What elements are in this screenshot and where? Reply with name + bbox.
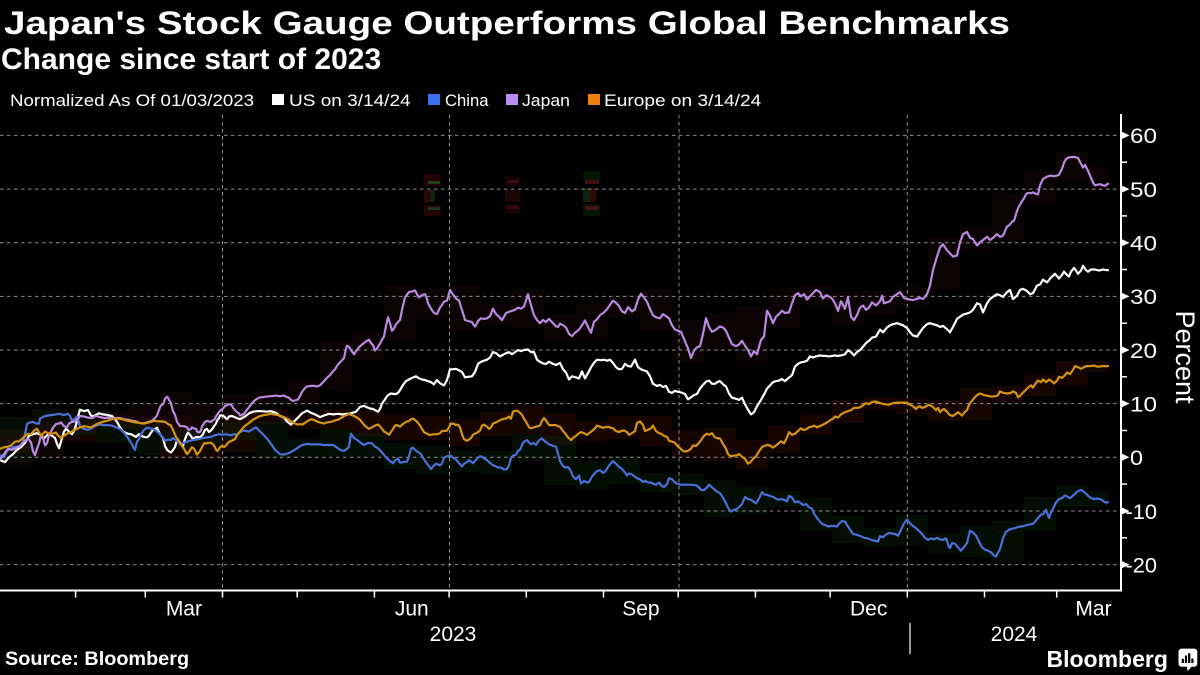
- svg-text:Sep: Sep: [622, 598, 659, 621]
- svg-text:-10: -10: [1126, 501, 1158, 524]
- svg-text:Mar: Mar: [1075, 598, 1111, 621]
- svg-text:Jun: Jun: [395, 598, 429, 621]
- svg-text:0: 0: [1130, 447, 1143, 470]
- svg-text:2023: 2023: [430, 623, 477, 646]
- svg-text:60: 60: [1130, 125, 1157, 148]
- svg-text:2024: 2024: [991, 623, 1038, 646]
- svg-text:Percent: Percent: [1170, 310, 1200, 404]
- svg-text:-20: -20: [1126, 554, 1158, 577]
- svg-text:30: 30: [1130, 286, 1157, 309]
- svg-text:40: 40: [1130, 233, 1157, 256]
- svg-text:10: 10: [1130, 393, 1157, 416]
- svg-text:Dec: Dec: [850, 598, 887, 621]
- svg-text:20: 20: [1130, 340, 1157, 363]
- svg-text:Mar: Mar: [166, 598, 202, 621]
- svg-text:50: 50: [1130, 179, 1157, 202]
